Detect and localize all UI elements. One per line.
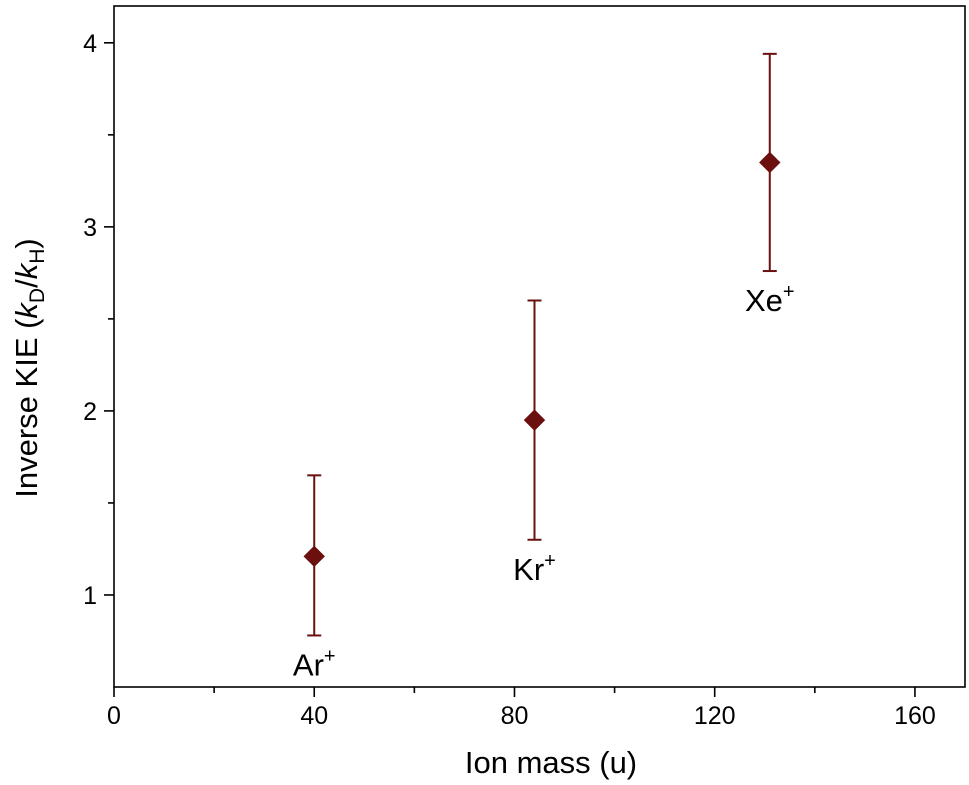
y-axis-title-prefix: Inverse KIE ( bbox=[9, 318, 44, 498]
data-point-diamond bbox=[759, 151, 781, 174]
point-label: Kr+ bbox=[513, 550, 556, 587]
data-point-diamond bbox=[303, 545, 325, 568]
y-tick-label: 2 bbox=[83, 398, 97, 426]
point-label-name: Ar bbox=[293, 647, 324, 682]
y-axis-title: Inverse KIE (kD/kH) bbox=[9, 238, 49, 497]
x-tick-label: 120 bbox=[694, 702, 736, 730]
x-tick-label: 80 bbox=[501, 702, 529, 730]
data-point-diamond bbox=[523, 409, 546, 431]
plot-frame bbox=[113, 5, 966, 688]
y-axis-title-k2: k bbox=[9, 262, 44, 279]
y-axis-title-sub2: H bbox=[26, 249, 49, 264]
x-axis-title: Ion mass (u) bbox=[465, 745, 637, 780]
point-label-name: Kr bbox=[513, 552, 544, 587]
y-axis-title-suffix: ) bbox=[9, 238, 44, 248]
y-axis-title-k1: k bbox=[9, 302, 44, 319]
point-label-name: Xe bbox=[745, 283, 783, 318]
point-label-charge: + bbox=[324, 645, 336, 667]
data-series: Ar+Kr+Xe+ bbox=[293, 52, 795, 682]
x-tick-label: 0 bbox=[107, 702, 121, 730]
point-label: Xe+ bbox=[745, 281, 795, 318]
y-tick-label: 4 bbox=[83, 30, 97, 58]
data-point-group: Ar+ bbox=[293, 474, 336, 682]
data-point-group: Kr+ bbox=[513, 299, 556, 587]
point-label: Ar+ bbox=[293, 645, 336, 682]
data-point-group: Xe+ bbox=[745, 52, 795, 318]
y-axis: 1 2 3 4 bbox=[83, 30, 114, 610]
y-axis-title-slash: / bbox=[9, 279, 44, 288]
y-axis-title-sub1: D bbox=[26, 288, 49, 303]
point-label-charge: + bbox=[544, 550, 556, 572]
x-tick-label: 40 bbox=[300, 702, 328, 730]
y-tick-label: 3 bbox=[83, 214, 97, 242]
plot-border bbox=[113, 5, 966, 688]
y-tick-label: 1 bbox=[83, 582, 97, 610]
point-label-charge: + bbox=[783, 281, 795, 303]
x-tick-label: 160 bbox=[894, 702, 936, 730]
x-axis: 0 40 80 120 160 bbox=[107, 687, 936, 730]
